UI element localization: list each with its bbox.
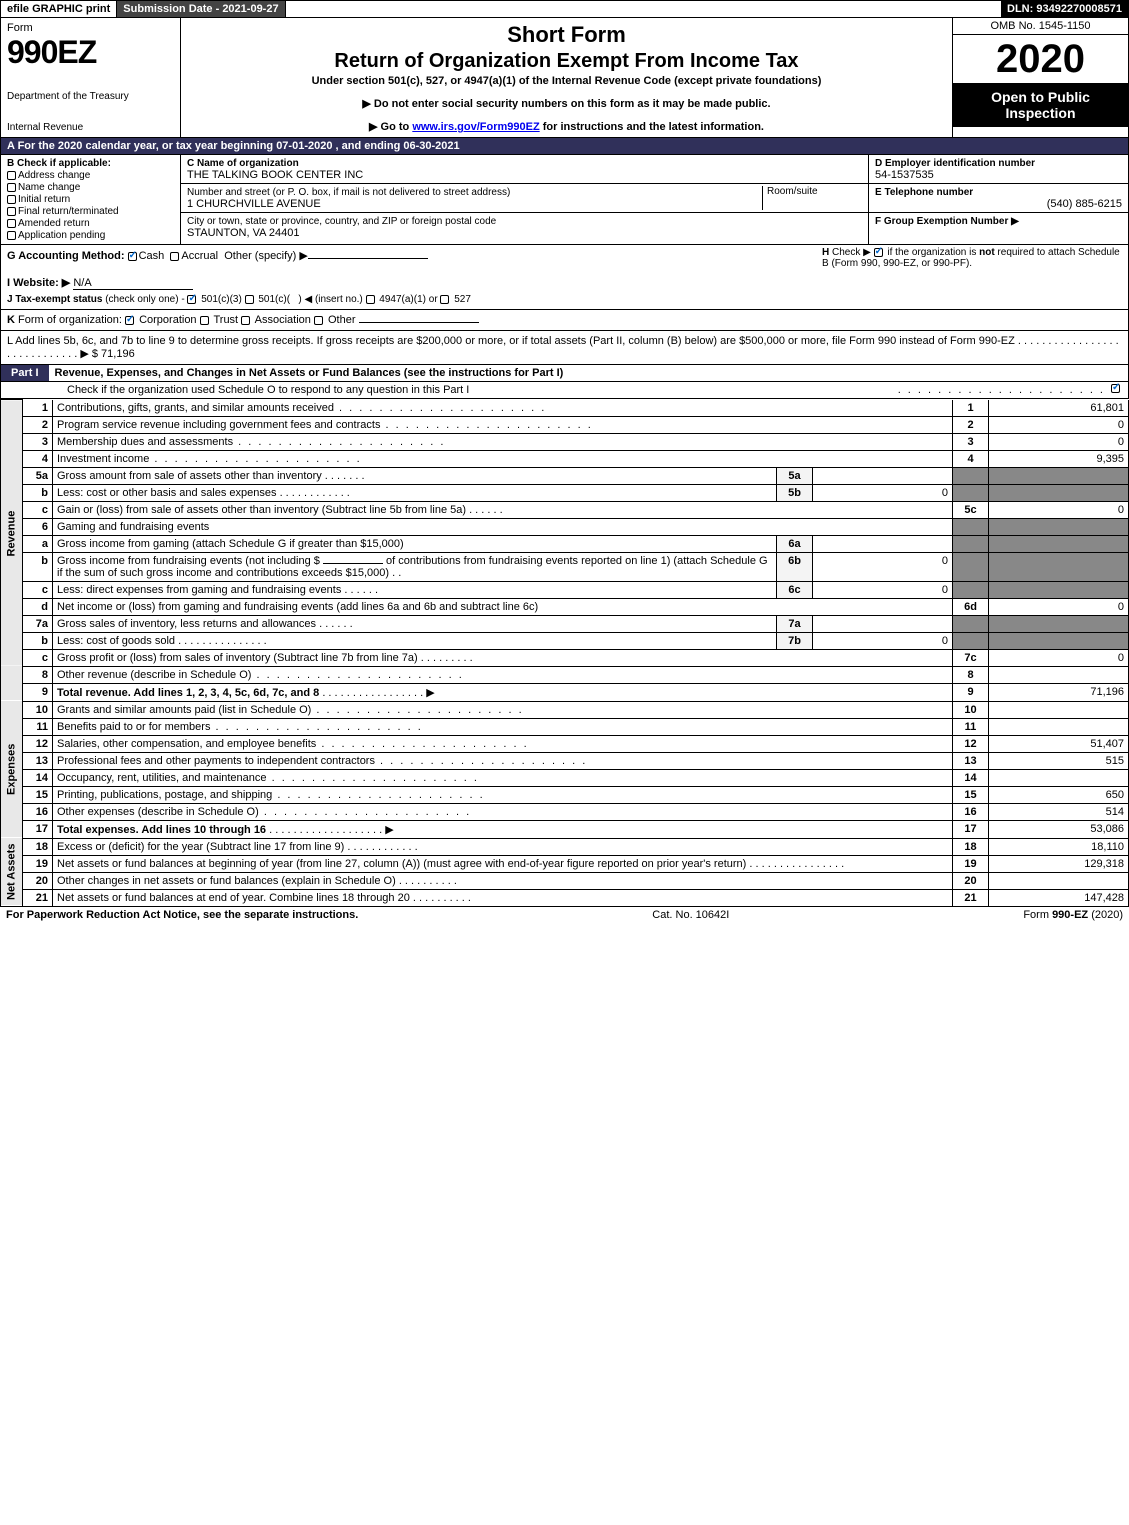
room-suite-label: Room/suite [762, 186, 862, 210]
phone: (540) 885-6215 [875, 198, 1122, 210]
b-label: B Check if applicable: [7, 158, 174, 169]
period-bar: A For the 2020 calendar year, or tax yea… [0, 138, 1129, 155]
main-title: Return of Organization Exempt From Incom… [187, 50, 946, 73]
part1-tag: Part I [1, 365, 49, 381]
side-revenue: Revenue [1, 400, 23, 667]
val-1: 61,801 [989, 400, 1129, 417]
chk-trust[interactable] [200, 316, 209, 325]
f-label: F Group Exemption Number ▶ [875, 216, 1019, 227]
chk-application-pending[interactable] [7, 231, 16, 240]
ln-1: 1 [23, 400, 53, 417]
link-note: ▶ Go to www.irs.gov/Form990EZ for instru… [187, 120, 946, 133]
street-address: 1 CHURCHVILLE AVENUE [187, 198, 321, 210]
misc-section: G Accounting Method: Cash Accrual Other … [0, 245, 1129, 310]
tax-year: 2020 [953, 35, 1128, 83]
chk-accrual[interactable] [170, 252, 179, 261]
e-label: E Telephone number [875, 187, 973, 198]
part1-title: Revenue, Expenses, and Changes in Net As… [49, 365, 570, 381]
entity-section: B Check if applicable: Address change Na… [0, 155, 1129, 245]
c-label: C Name of organization [187, 158, 299, 169]
d-label: D Employer identification number [875, 158, 1035, 169]
chk-amended-return[interactable] [7, 219, 16, 228]
subtitle: Under section 501(c), 527, or 4947(a)(1)… [187, 75, 946, 87]
g-label: G Accounting Method: [7, 250, 125, 262]
part1-bar: Part I Revenue, Expenses, and Changes in… [0, 365, 1129, 382]
part1-check-label: Check if the organization used Schedule … [67, 384, 469, 396]
form-number: 990EZ [7, 34, 174, 71]
form-label: Form [7, 22, 174, 34]
side-expenses: Expenses [1, 701, 23, 838]
ein: 54-1537535 [875, 169, 934, 181]
other-org-input[interactable] [359, 322, 479, 323]
side-netassets: Net Assets [1, 838, 23, 906]
city-label: City or town, state or province, country… [187, 216, 496, 227]
h-check: H Check ▶ if the organization is not req… [822, 247, 1122, 269]
chk-4947[interactable] [366, 295, 375, 304]
efile-label: efile GRAPHIC print [7, 3, 110, 15]
omb-number: OMB No. 1545-1150 [953, 18, 1128, 35]
website-value: N/A [73, 277, 193, 290]
form-header: Form 990EZ Department of the Treasury In… [0, 18, 1129, 138]
part1-table: Revenue 1 Contributions, gifts, grants, … [0, 399, 1129, 907]
irs-link[interactable]: www.irs.gov/Form990EZ [412, 121, 539, 133]
chk-corporation[interactable] [125, 316, 134, 325]
k-section: K Form of organization: Corporation Trus… [0, 310, 1129, 331]
chk-final-return[interactable] [7, 207, 16, 216]
chk-address-change[interactable] [7, 171, 16, 180]
chk-schedule-b[interactable] [874, 248, 883, 257]
irs-label: Internal Revenue [7, 122, 174, 133]
l-section: L Add lines 5b, 6c, and 7b to line 9 to … [0, 331, 1129, 365]
chk-name-change[interactable] [7, 183, 16, 192]
dept-label: Department of the Treasury [7, 91, 174, 102]
footer-catno: Cat. No. 10642I [652, 909, 729, 921]
chk-association[interactable] [241, 316, 250, 325]
chk-schedule-o[interactable] [1111, 384, 1120, 393]
other-specify-input[interactable] [308, 258, 428, 259]
addr-label: Number and street (or P. O. box, if mail… [187, 187, 510, 198]
6b-amount-input[interactable] [323, 563, 383, 564]
chk-501c[interactable] [245, 295, 254, 304]
chk-501c3[interactable] [187, 295, 196, 304]
page-footer: For Paperwork Reduction Act Notice, see … [0, 907, 1129, 923]
part1-check-row: Check if the organization used Schedule … [0, 382, 1129, 399]
footer-left: For Paperwork Reduction Act Notice, see … [6, 909, 358, 921]
open-to-public: Open to Public Inspection [953, 83, 1128, 127]
footer-right: Form 990-EZ (2020) [1023, 909, 1123, 921]
dln: DLN: 93492270008571 [1001, 1, 1128, 17]
chk-other-org[interactable] [314, 316, 323, 325]
efile-button[interactable]: efile GRAPHIC print [1, 1, 117, 17]
submission-date: Submission Date - 2021-09-27 [117, 1, 285, 17]
top-bar: efile GRAPHIC print Submission Date - 20… [0, 0, 1129, 18]
city-state-zip: STAUNTON, VA 24401 [187, 227, 300, 239]
chk-cash[interactable] [128, 252, 137, 261]
i-label: I Website: ▶ [7, 277, 70, 289]
ssn-note: ▶ Do not enter social security numbers o… [187, 97, 946, 110]
chk-initial-return[interactable] [7, 195, 16, 204]
short-form-title: Short Form [187, 22, 946, 48]
section-b: B Check if applicable: Address change Na… [1, 155, 181, 244]
chk-527[interactable] [440, 295, 449, 304]
org-name: THE TALKING BOOK CENTER INC [187, 169, 363, 181]
